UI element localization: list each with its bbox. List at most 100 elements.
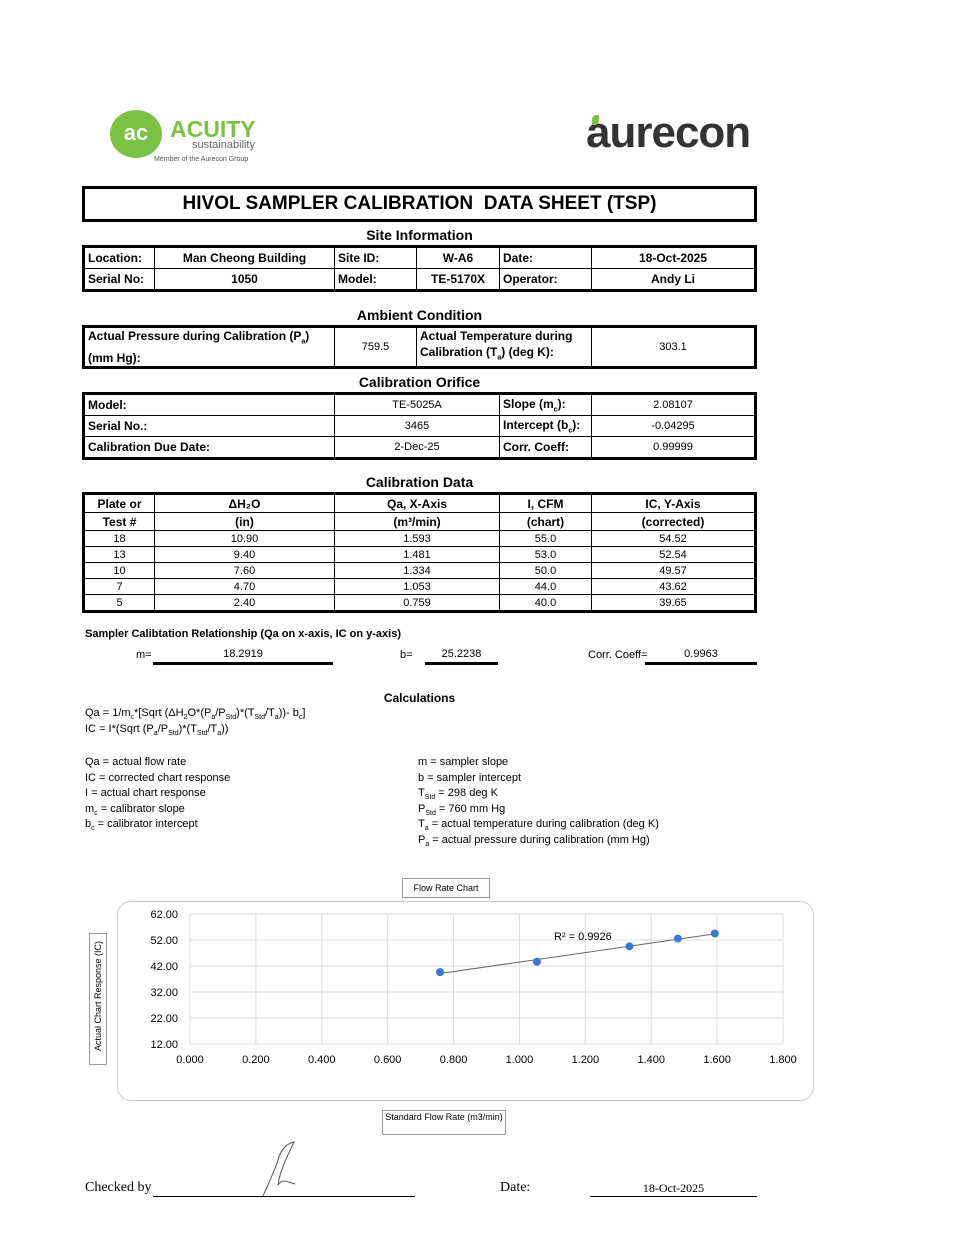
- x-tick-label: 1.600: [703, 1054, 731, 1066]
- x-tick-label: 1.400: [637, 1054, 665, 1066]
- y-tick-label: 62.00: [150, 909, 178, 921]
- x-tick-label: 0.000: [176, 1054, 204, 1066]
- relationship-heading: Sampler Calibtation Relationship (Qa on …: [85, 628, 402, 640]
- serial-label: Serial No:: [83, 268, 155, 291]
- table-cell: 52.54: [591, 546, 756, 563]
- r-squared-label: R² = 0.9926: [554, 931, 612, 943]
- ambient-heading: Ambient Condition: [356, 307, 483, 323]
- definition: Ta = actual temperature during calibrati…: [418, 818, 659, 833]
- definition: m = sampler slope: [418, 756, 509, 768]
- y-tick-label: 42.00: [150, 961, 178, 973]
- data-point: [532, 957, 541, 966]
- date-value: 18-Oct-2025: [591, 246, 756, 269]
- table-cell: 10: [83, 562, 155, 579]
- y-tick-label: 32.00: [150, 987, 178, 999]
- footer-date-value: 18-Oct-2025: [590, 1181, 757, 1197]
- orifice-table: Model: TE-5025A Slope (mc): 2.08107 Serial …: [82, 392, 757, 460]
- data-point: [436, 968, 445, 977]
- due-date-label: Calibration Due Date:: [83, 436, 335, 459]
- formula-qa: Qa = 1/mc*[Sqrt (ΔH2O*(Pa/PStd)*(TStd/Ta…: [85, 707, 306, 722]
- y-tick-label: 22.00: [150, 1013, 178, 1025]
- signature: [262, 1141, 296, 1197]
- temperature-label: Actual Temperature during Calibration (Ta…: [416, 325, 592, 369]
- calculations-heading: Calculations: [383, 691, 456, 705]
- definition: IC = corrected chart response: [85, 771, 231, 784]
- checked-by-line: [153, 1196, 415, 1197]
- orifice-model-value: TE-5025A: [334, 393, 500, 416]
- table-cell: 2.40: [154, 594, 335, 612]
- corr-value: 0.9963: [645, 648, 757, 665]
- table-cell: 49.57: [591, 562, 756, 579]
- x-tick-label: 1.200: [572, 1054, 600, 1066]
- x-axis-title: Standard Flow Rate (m3/min): [382, 1110, 506, 1135]
- intercept-value: -0.04295: [591, 415, 756, 437]
- trendline: [439, 933, 715, 975]
- model-value: TE-5170X: [416, 268, 500, 291]
- x-tick-label: 0.800: [440, 1054, 468, 1066]
- data-point: [625, 942, 634, 951]
- table-cell: 40.0: [499, 594, 592, 612]
- table-row: 5 2.40 0.759 40.0 39.65: [83, 594, 756, 612]
- table-cell: 0.759: [334, 594, 500, 612]
- site-info-table: Location: Man Cheong Building Site ID: W-A6…: [82, 245, 757, 292]
- aurecon-logo: aurecon: [586, 108, 751, 157]
- pressure-value: 759.5: [334, 325, 417, 369]
- checked-by-label: Checked by: [85, 1180, 152, 1195]
- aurecon-leaf-icon: [592, 115, 599, 125]
- m-label: m=: [136, 649, 152, 661]
- chart-area: [117, 901, 814, 1101]
- y-tick-label: 52.00: [150, 935, 178, 947]
- b-label: b=: [400, 649, 413, 661]
- definition: PStd = 760 mm Hg: [418, 802, 506, 817]
- definition: I = actual chart response: [85, 787, 206, 799]
- b-value: 25.2238: [425, 648, 498, 665]
- table-cell: 5: [83, 594, 155, 612]
- cal-data-table: Plate or ΔH₂O Qa, X-Axis I, CFM IC, Y-Axis T…: [82, 492, 757, 613]
- ambient-table: Actual Pressure during Calibration (Pa)(…: [82, 325, 757, 370]
- x-tick-label: 0.600: [374, 1054, 402, 1066]
- location-value: Man Cheong Building: [154, 246, 335, 269]
- page-title: HIVOL SAMPLER CALIBRATION DATA SHEET (TS…: [82, 186, 757, 222]
- corr-label: Corr. Coeff=: [588, 649, 648, 661]
- x-tick-label: 0.400: [308, 1054, 336, 1066]
- table-row: 7 4.70 1.053 44.0 43.62: [83, 578, 756, 595]
- chart-title: Flow Rate Chart: [402, 878, 490, 898]
- intercept-label: Intercept (bc):: [499, 415, 592, 437]
- serial-value: 1050: [154, 268, 335, 291]
- site-info-heading: Site Information: [366, 227, 473, 243]
- model-label: Model:: [334, 268, 417, 291]
- acuity-logo: ac ACUITY sustainability Member of the A…: [110, 108, 270, 168]
- definition: bc = calibrator intercept: [85, 818, 198, 833]
- x-tick-label: 1.800: [769, 1054, 797, 1066]
- definition: Pa = actual pressure during calibration …: [418, 833, 650, 848]
- definition: TStd = 298 deg K: [418, 787, 498, 802]
- definition: Qa = actual flow rate: [85, 756, 187, 768]
- acuity-sub: sustainability: [192, 139, 255, 151]
- formula-ic: IC = I*(Sqrt (Pa/PStd)*(TStd/Ta)): [85, 723, 229, 738]
- data-point: [673, 934, 682, 943]
- column-header: IC, Y-Axis: [591, 493, 756, 513]
- table-row: 18 10.90 1.593 55.0 54.52: [83, 530, 756, 547]
- temperature-value: 303.1: [591, 325, 756, 369]
- operator-label: Operator:: [499, 268, 592, 291]
- definition: b = sampler intercept: [418, 771, 522, 784]
- pressure-label: Actual Pressure during Calibration (Pa)(…: [83, 325, 335, 369]
- y-tick-label: 12.00: [150, 1039, 178, 1051]
- m-value: 18.2919: [153, 648, 333, 665]
- acuity-name: ACUITY: [170, 116, 256, 142]
- orifice-serial-value: 3465: [334, 415, 500, 437]
- acuity-member: Member of the Aurecon Group: [154, 156, 249, 163]
- cal-data-heading: Calibration Data: [365, 474, 474, 490]
- y-axis-title: Actual Chart Response (IC): [89, 933, 107, 1065]
- acuity-circle-icon: ac: [110, 110, 162, 158]
- table-row: 13 9.40 1.481 53.0 52.54: [83, 546, 756, 563]
- orifice-corr-value: 0.99999: [591, 436, 756, 459]
- definition: mc = calibrator slope: [85, 802, 185, 817]
- footer-date-label: Date:: [500, 1180, 531, 1195]
- orifice-heading: Calibration Orifice: [358, 374, 481, 390]
- table-cell: 54.52: [591, 530, 756, 547]
- operator-value: Andy Li: [591, 268, 756, 291]
- data-point: [710, 929, 719, 938]
